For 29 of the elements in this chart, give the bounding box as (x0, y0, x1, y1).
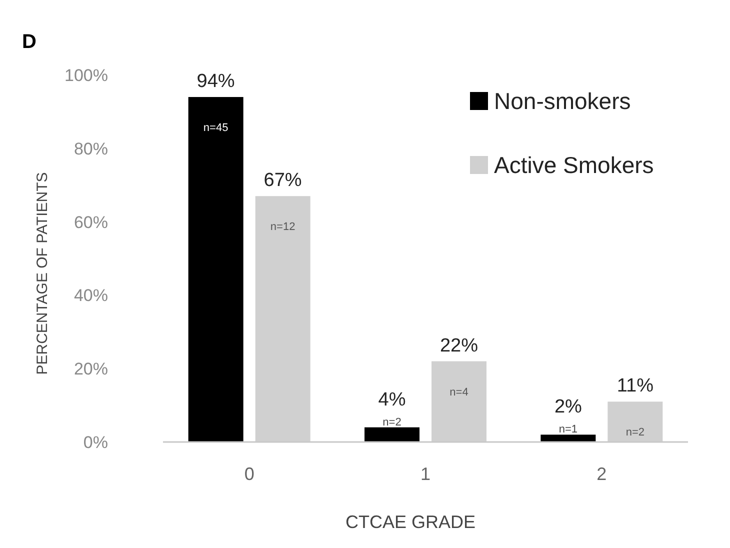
y-tick-label: 20% (74, 360, 108, 379)
annotation: n=1 (558, 424, 578, 436)
legend-label: Non-smokers (494, 88, 631, 114)
text: D (22, 31, 36, 53)
legend-label: Active Smokers (494, 152, 654, 178)
annotation: n=2 (382, 416, 402, 428)
annotation: n=45 (203, 122, 228, 134)
y-tick-label: 80% (74, 139, 108, 158)
data-label: 94% (196, 71, 235, 92)
x-tick-label: 0 (244, 464, 254, 484)
data-label: 4% (378, 389, 406, 410)
x-tick-label: 1 (420, 464, 431, 484)
annotation: n=4 (450, 386, 468, 398)
bar (188, 97, 244, 442)
data-label: 2% (554, 396, 582, 418)
y-tick-label: 40% (74, 286, 108, 306)
y-axis-title: PERCENTAGE OF PATIENTS (34, 172, 51, 375)
annotation: n=12 (270, 221, 296, 234)
x-tick-label: 2 (596, 464, 607, 484)
x-axis-title: CTCAE GRADE (345, 512, 476, 532)
y-tick-label: 100% (64, 66, 108, 85)
y-tick-label: 0% (83, 432, 108, 452)
y-tick-label: 60% (74, 212, 108, 232)
data-label: 22% (440, 335, 478, 356)
bar (540, 434, 596, 442)
bar (364, 427, 420, 442)
annotation: n=2 (626, 426, 645, 439)
data-label: 11% (616, 376, 654, 397)
data-label: 67% (264, 170, 302, 192)
